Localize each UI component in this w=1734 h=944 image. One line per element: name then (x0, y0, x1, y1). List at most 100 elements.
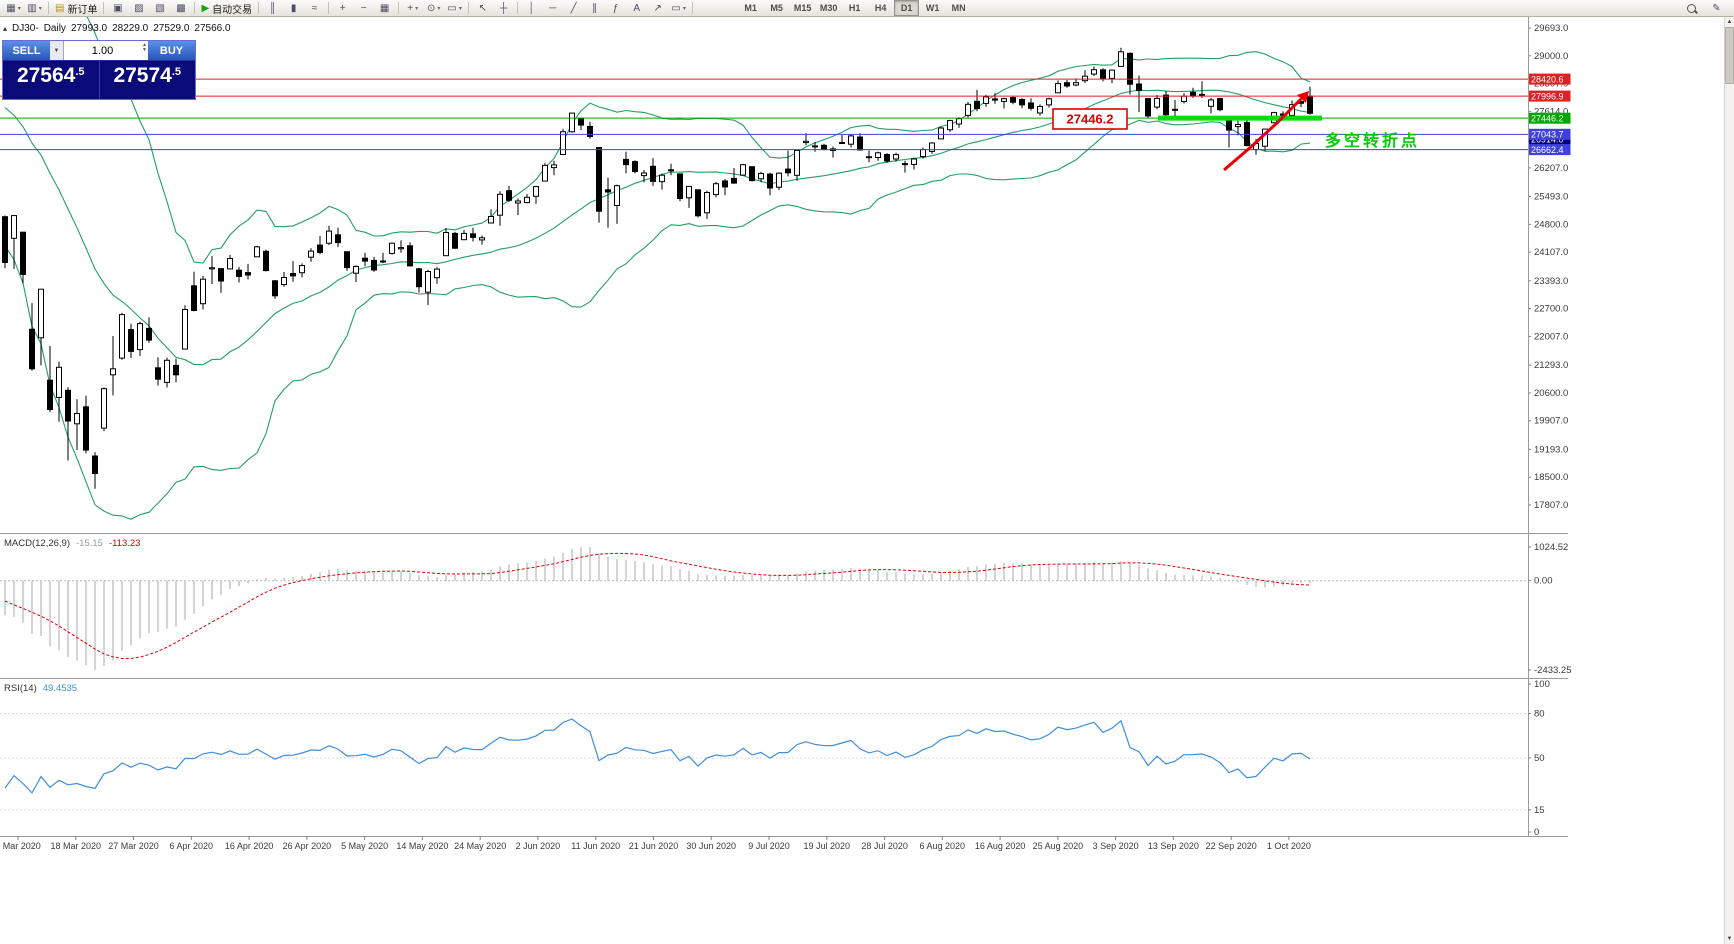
tile-windows-icon[interactable]: ▦ (374, 0, 395, 17)
date-label: 26 Apr 2020 (283, 841, 332, 851)
date-label: 13 Sep 2020 (1148, 841, 1199, 851)
buy-price[interactable]: 27574.5 (98, 61, 196, 99)
toolbar-separator (468, 2, 470, 14)
candle (704, 192, 710, 214)
text-icon[interactable]: A (626, 0, 647, 17)
new-order-button: ▤ (55, 2, 65, 14)
bollinger-lower (4, 119, 1311, 520)
candle (1307, 95, 1313, 114)
price-callout-box[interactable] (1052, 108, 1128, 130)
candle (1019, 99, 1025, 106)
cursor-icon[interactable]: ↖ (472, 0, 493, 17)
edit-icon: ✎ (1712, 2, 1721, 14)
new-chart-icon[interactable]: ▦ ▾ (3, 0, 24, 17)
vertical-scrollbar[interactable]: ▲ ▼ (1724, 17, 1734, 944)
timeframe-m1[interactable]: M1 (744, 3, 757, 13)
terminal-icon[interactable]: ▩ (170, 0, 191, 17)
toolbar: ▦ ▾ ▥ ▾ ▤ 新订单 ▣ ▨ ▧ ▩ ▶ 自动交易 ║ ▮ ≈ + − ▦ + ▾ ⊙ ▾ ▭ ▾ ↖ ┼ │ ─ ╱ ∥ ƒ A ↗ ▭ ▾… (0, 0, 1734, 17)
timeframe-mn[interactable]: MN (951, 3, 966, 13)
new-order-button[interactable]: ▤ 新订单 (52, 0, 100, 17)
toolbar-separator (517, 2, 519, 14)
candle (938, 127, 944, 140)
navigator-icon[interactable]: ▧ (149, 0, 170, 17)
scroll-up-icon[interactable]: ▲ (1726, 19, 1733, 25)
profiles-icon[interactable]: ▥ ▾ (24, 0, 45, 17)
terminal-icon: ▩ (176, 2, 186, 14)
date-label: 6 Aug 2020 (920, 841, 966, 851)
arrows-icon[interactable]: ↗ (647, 0, 668, 17)
volume-dropdown[interactable]: ▼ (50, 41, 64, 60)
market-watch-icon[interactable]: ▣ (107, 0, 128, 17)
sell-button[interactable]: SELL (3, 41, 50, 60)
timeframe-d1[interactable]: D1 (894, 0, 920, 16)
timeframe-h1[interactable]: H1 (848, 3, 861, 13)
timeframe-m15[interactable]: M15 (793, 3, 812, 13)
main-chart[interactable] (2, 0, 1313, 520)
timeframe-m30[interactable]: M30 (819, 3, 838, 13)
zoom-in-icon[interactable]: + (332, 0, 353, 17)
candle (1001, 98, 1007, 102)
one-click-toggle-icon[interactable]: ▴ (3, 24, 8, 33)
channel-icon[interactable]: ∥ (584, 0, 605, 17)
candle (308, 250, 314, 258)
candle (137, 323, 143, 351)
scroll-down-icon[interactable]: ▼ (1726, 936, 1733, 942)
candle (560, 131, 566, 155)
candle (623, 158, 629, 166)
vertical-line-icon[interactable]: │ (521, 0, 542, 17)
ohlc-open: 27993.0 (70, 23, 108, 34)
candle (1010, 97, 1016, 103)
scrollbar-thumb[interactable] (1725, 27, 1734, 84)
date-label: 25 Aug 2020 (1033, 841, 1084, 851)
toolbar-separator (258, 2, 260, 14)
candle (1037, 105, 1043, 114)
cn-annotation[interactable]: 多空转折点 (1325, 131, 1420, 150)
date-label: 9 Jul 2020 (748, 841, 790, 851)
sell-price[interactable]: 27564.5 (16, 64, 85, 87)
volume-input[interactable] (64, 41, 148, 60)
search-icon[interactable] (1681, 0, 1702, 17)
toolbar-group: ▶ 自动交易 (198, 0, 255, 17)
bar-chart-icon[interactable]: ║ (262, 0, 283, 17)
edit-icon[interactable]: ✎ (1706, 0, 1727, 17)
templates-icon[interactable]: ▭ ▾ (444, 0, 465, 17)
candle (218, 268, 224, 282)
candlestick-chart-icon[interactable]: ▮ (283, 0, 304, 17)
periods-icon[interactable]: ⊙ ▾ (423, 0, 444, 17)
chevron-down-icon: ▾ (682, 5, 686, 12)
indicators-icon: + (407, 2, 414, 14)
timeframe-h4[interactable]: H4 (874, 3, 887, 13)
shapes-icon[interactable]: ▭ ▾ (668, 0, 689, 17)
candle (344, 251, 350, 269)
auto-trading-button[interactable]: ▶ 自动交易 (198, 0, 255, 17)
candle (146, 327, 152, 341)
crosshair-icon[interactable]: ┼ (493, 0, 514, 17)
axis-price-label (1528, 112, 1571, 124)
data-window-icon[interactable]: ▨ (128, 0, 149, 17)
date-label: 22 Sep 2020 (1206, 841, 1257, 851)
candle (1181, 95, 1187, 102)
fibonacci-icon[interactable]: ƒ (605, 0, 626, 17)
candle (758, 173, 764, 180)
toolbar-separator (48, 2, 49, 14)
channel-icon: ∥ (592, 2, 598, 14)
candle (1055, 83, 1061, 94)
trendline-icon[interactable]: ╱ (563, 0, 584, 17)
zoom-out-icon[interactable]: − (353, 0, 374, 17)
timeframe-w1[interactable]: W1 (925, 3, 940, 13)
candle (11, 215, 17, 239)
candle (2, 216, 8, 263)
volume-stepper[interactable]: ▲ ▼ (142, 42, 147, 53)
line-chart-icon[interactable]: ≈ (304, 0, 325, 17)
candle (425, 271, 431, 293)
arrow-annotation[interactable] (1223, 97, 1303, 172)
svg-text:24800.0: 24800.0 (1534, 219, 1568, 230)
candle (992, 98, 998, 101)
horizontal-line-icon[interactable]: ─ (542, 0, 563, 17)
candle (299, 265, 305, 274)
candle (605, 189, 611, 193)
buy-button[interactable]: BUY (148, 41, 195, 60)
indicators-icon[interactable]: + ▾ (402, 0, 423, 17)
timeframe-m5[interactable]: M5 (770, 3, 783, 13)
